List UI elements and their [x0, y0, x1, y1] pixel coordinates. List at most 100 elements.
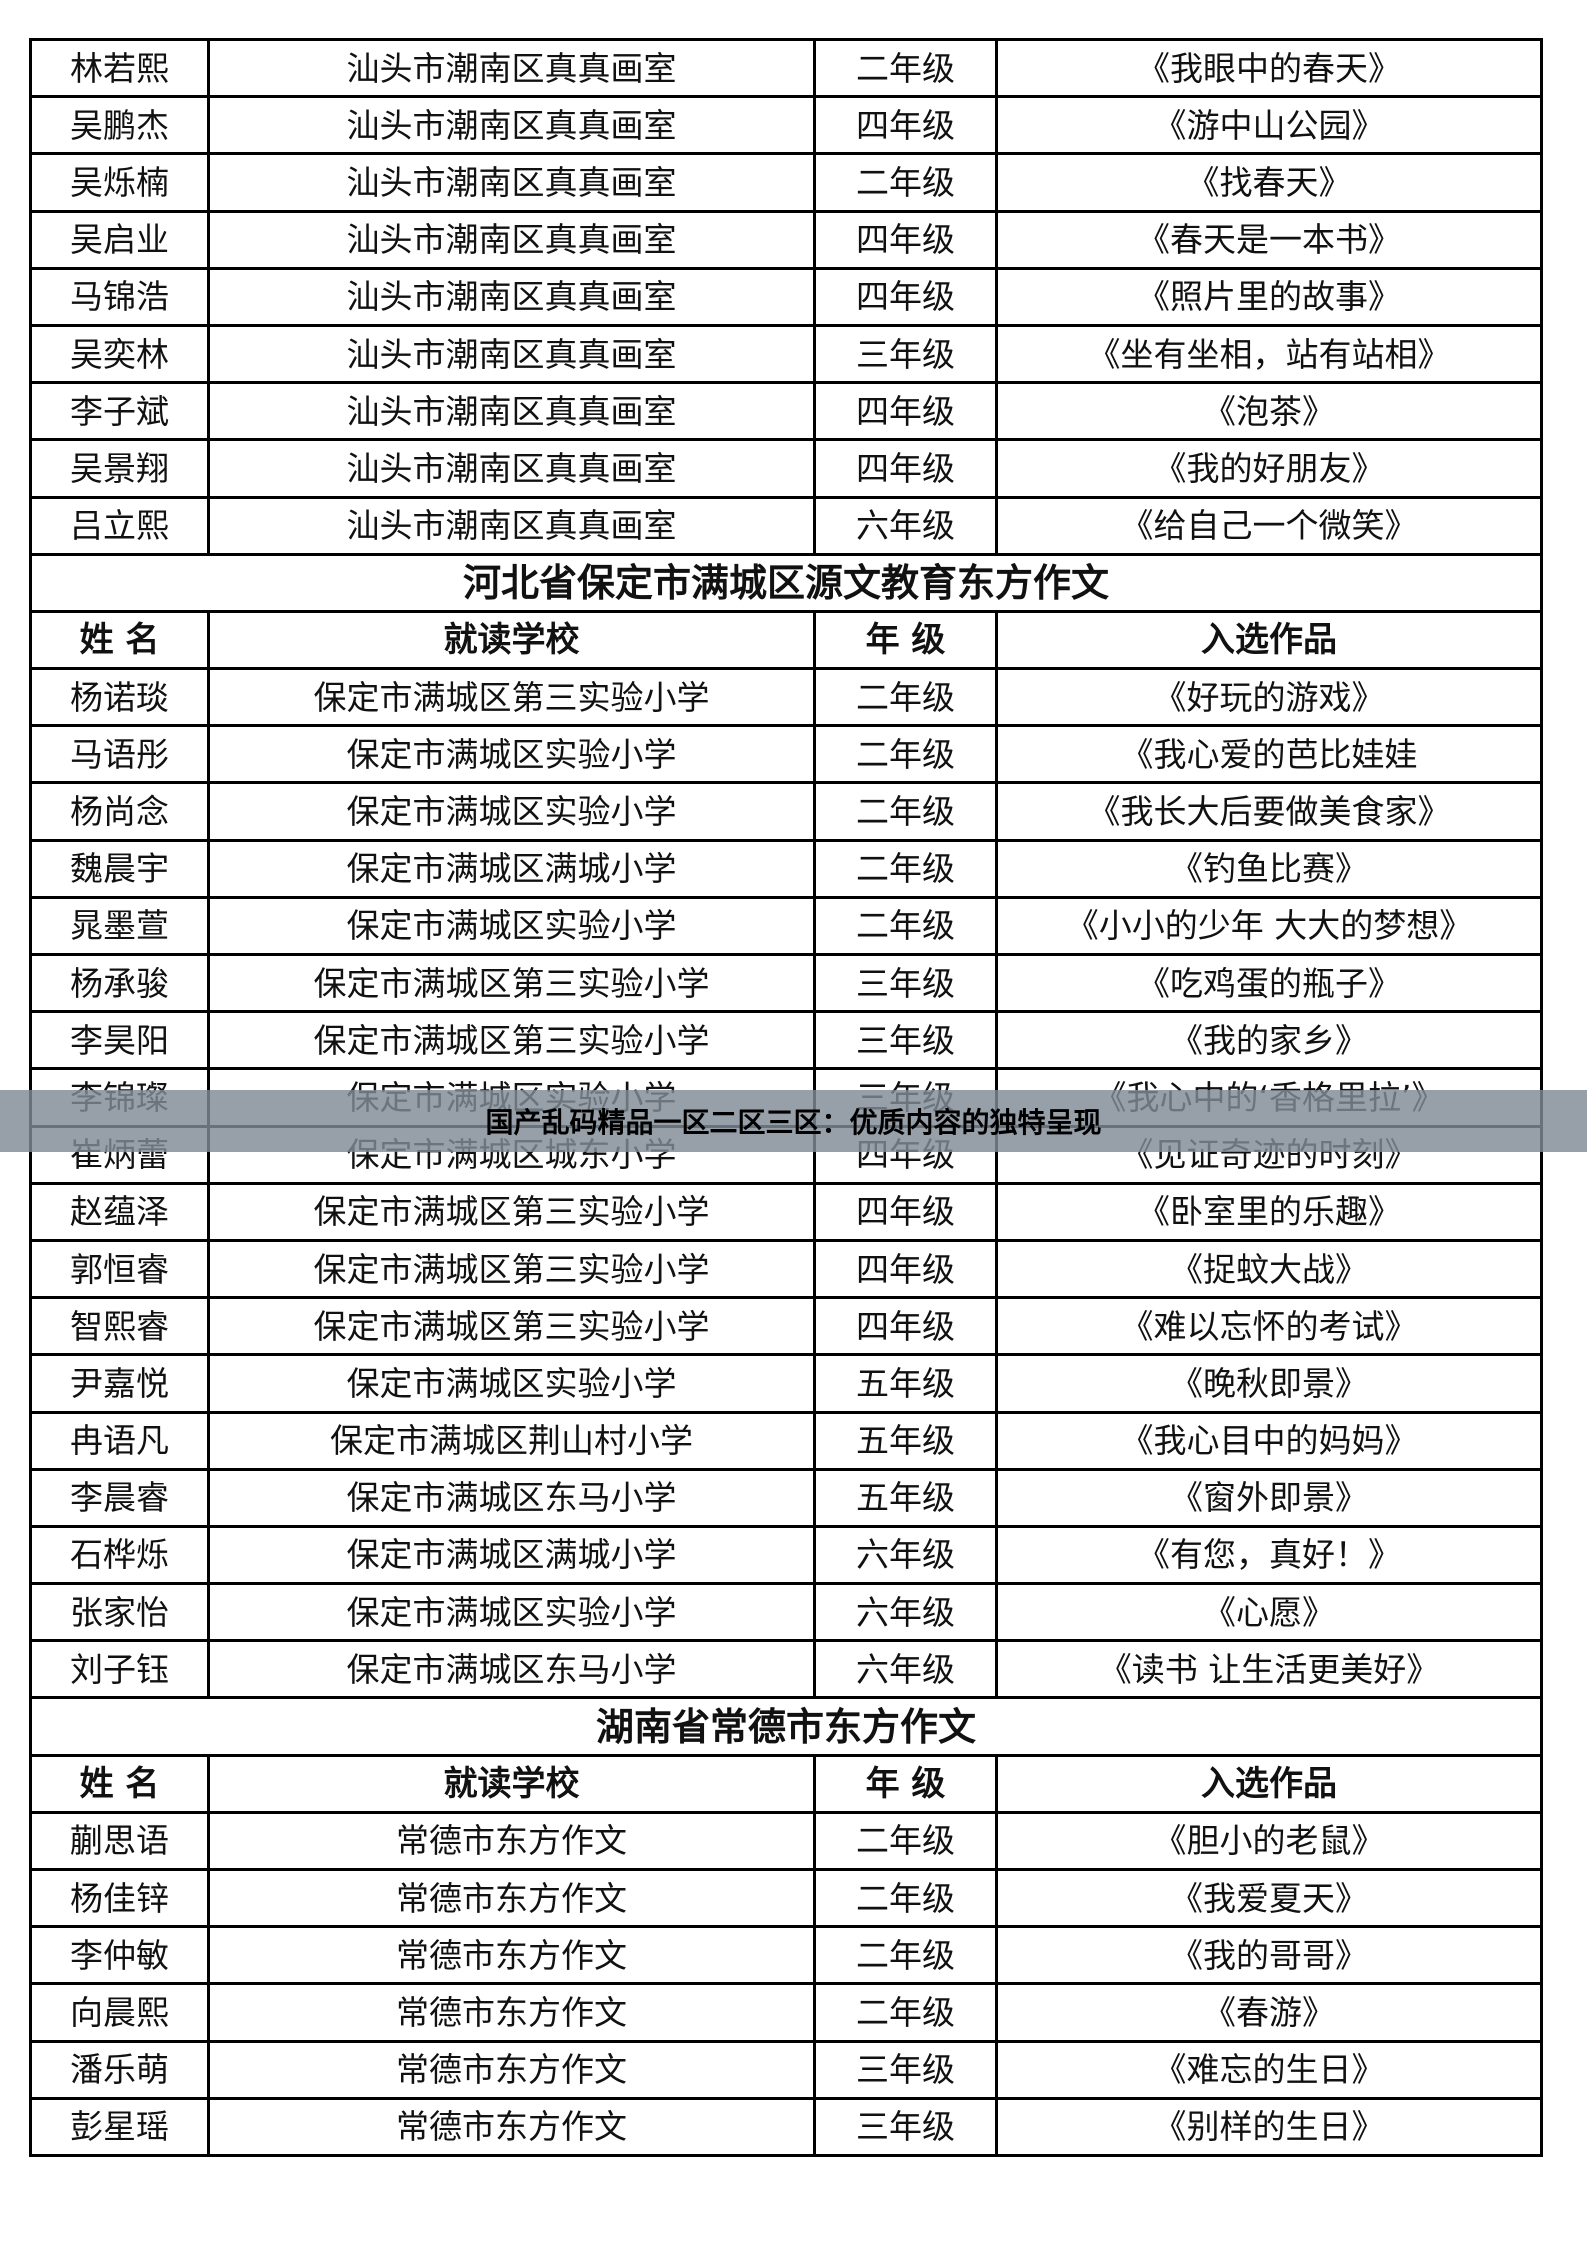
grade-cell: 六年级: [813, 1524, 998, 1586]
school-cell: 保定市满城区实验小学: [207, 781, 816, 842]
name-cell: 彭星瑶: [29, 2096, 210, 2157]
name-cell: 李子斌: [29, 381, 210, 442]
table-row: 彭星瑶 常德市东方作文 三年级 《别样的生日》: [29, 2096, 1543, 2157]
school-cell: 常德市东方作文: [207, 2039, 816, 2100]
name-cell: 吴启业: [29, 209, 210, 270]
name-cell: 赵蕴泽: [29, 1181, 210, 1242]
grade-cell: 五年级: [813, 1467, 998, 1528]
name-cell: 马锦浩: [29, 266, 210, 327]
school-cell: 保定市满城区第三实验小学: [207, 1181, 816, 1242]
column-header-name: 姓 名: [29, 1753, 210, 1814]
name-cell: 吴景翔: [29, 438, 210, 499]
table-row: 张家怡 保定市满城区实验小学 六年级 《心愿》: [29, 1582, 1543, 1643]
grade-cell: 二年级: [813, 152, 998, 213]
work-cell: 《给自己一个微笑》: [995, 495, 1543, 556]
work-cell: 《找春天》: [995, 152, 1543, 213]
table-row: 杨承骏 保定市满城区第三实验小学 三年级 《吃鸡蛋的瓶子》: [29, 952, 1543, 1014]
school-cell: 保定市满城区第三实验小学: [207, 952, 816, 1014]
table-row: 吴奕林 汕头市潮南区真真画室 三年级 《坐有坐相，站有站相》: [29, 323, 1543, 385]
school-cell: 保定市满城区东马小学: [207, 1467, 816, 1528]
name-cell: 石桦烁: [29, 1524, 210, 1586]
name-cell: 智熙睿: [29, 1296, 210, 1357]
table-row: 杨尚念 保定市满城区实验小学 二年级 《我长大后要做美食家》: [29, 781, 1543, 842]
work-cell: 《我爱夏天》: [995, 1867, 1543, 1929]
name-cell: 向晨熙: [29, 1982, 210, 2043]
grade-cell: 二年级: [813, 1982, 998, 2043]
school-cell: 保定市满城区满城小学: [207, 1524, 816, 1586]
grade-cell: 四年级: [813, 1296, 998, 1357]
name-cell: 林若熙: [29, 37, 210, 99]
work-cell: 《照片里的故事》: [995, 266, 1543, 327]
school-cell: 常德市东方作文: [207, 1925, 816, 1986]
school-cell: 常德市东方作文: [207, 2096, 816, 2157]
table-row: 晁墨萱 保定市满城区实验小学 二年级 《小小的少年 大大的梦想》: [29, 895, 1543, 957]
name-cell: 吴鹏杰: [29, 95, 210, 156]
name-cell: 杨诺琰: [29, 667, 210, 728]
work-cell: 《我的家乡》: [995, 1010, 1543, 1071]
table-row: 李昊阳 保定市满城区第三实验小学 三年级 《我的家乡》: [29, 1010, 1543, 1071]
grade-cell: 六年级: [813, 495, 998, 556]
school-cell: 汕头市潮南区真真画室: [207, 266, 816, 327]
table-row: 杨佳锌 常德市东方作文 二年级 《我爱夏天》: [29, 1867, 1543, 1929]
work-cell: 《我心目中的妈妈》: [995, 1410, 1543, 1471]
work-cell: 《泡茶》: [995, 381, 1543, 442]
school-cell: 保定市满城区第三实验小学: [207, 1296, 816, 1357]
grade-cell: 四年级: [813, 266, 998, 327]
column-header-name: 姓 名: [29, 609, 210, 671]
name-cell: 李昊阳: [29, 1010, 210, 1071]
grade-cell: 二年级: [813, 667, 998, 728]
table-row: 李子斌 汕头市潮南区真真画室 四年级 《泡茶》: [29, 381, 1543, 442]
column-header-work: 入选作品: [995, 1753, 1543, 1814]
grade-cell: 三年级: [813, 2039, 998, 2100]
school-cell: 汕头市潮南区真真画室: [207, 209, 816, 270]
overlay-banner: 国产乱码精品一区二区三区：优质内容的独特呈现: [0, 1090, 1587, 1152]
work-cell: 《心愿》: [995, 1582, 1543, 1643]
name-cell: 马语彤: [29, 724, 210, 785]
name-cell: 吴奕林: [29, 323, 210, 385]
work-cell: 《有您，真好！》: [995, 1524, 1543, 1586]
name-cell: 杨承骏: [29, 952, 210, 1014]
work-cell: 《我心爱的芭比娃娃: [995, 724, 1543, 785]
column-header-work: 入选作品: [995, 609, 1543, 671]
school-cell: 常德市东方作文: [207, 1867, 816, 1929]
grade-cell: 四年级: [813, 438, 998, 499]
table-row: 马锦浩 汕头市潮南区真真画室 四年级 《照片里的故事》: [29, 266, 1543, 327]
school-cell: 汕头市潮南区真真画室: [207, 95, 816, 156]
table-row: 吴景翔 汕头市潮南区真真画室 四年级 《我的好朋友》: [29, 438, 1543, 499]
work-cell: 《小小的少年 大大的梦想》: [995, 895, 1543, 957]
table-row: 魏晨宇 保定市满城区满城小学 二年级 《钓鱼比赛》: [29, 838, 1543, 899]
name-cell: 李晨睿: [29, 1467, 210, 1528]
name-cell: 杨佳锌: [29, 1867, 210, 1929]
name-cell: 尹嘉悦: [29, 1353, 210, 1414]
table-row: 冉语凡 保定市满城区荆山村小学 五年级 《我心目中的妈妈》: [29, 1410, 1543, 1471]
name-cell: 李仲敏: [29, 1925, 210, 1986]
name-cell: 吕立熙: [29, 495, 210, 556]
section-title-row: 湖南省常德市东方作文: [29, 1696, 1543, 1757]
table-row: 赵蕴泽 保定市满城区第三实验小学 四年级 《卧室里的乐趣》: [29, 1181, 1543, 1242]
school-cell: 保定市满城区第三实验小学: [207, 1010, 816, 1071]
work-cell: 《春天是一本书》: [995, 209, 1543, 270]
table-row: 吴启业 汕头市潮南区真真画室 四年级 《春天是一本书》: [29, 209, 1543, 270]
work-cell: 《春游》: [995, 1982, 1543, 2043]
table-row: 郭恒睿 保定市满城区第三实验小学 四年级 《捉蚊大战》: [29, 1238, 1543, 1300]
work-cell: 《我的哥哥》: [995, 1925, 1543, 1986]
table-row: 杨诺琰 保定市满城区第三实验小学 二年级 《好玩的游戏》: [29, 667, 1543, 728]
section-title: 河北省保定市满城区源文教育东方作文: [29, 552, 1543, 613]
grade-cell: 四年级: [813, 1238, 998, 1300]
table-row: 林若熙 汕头市潮南区真真画室 二年级 《我眼中的春天》: [29, 37, 1543, 99]
name-cell: 刘子钰: [29, 1639, 210, 1700]
grade-cell: 二年级: [813, 1925, 998, 1986]
grade-cell: 二年级: [813, 724, 998, 785]
work-cell: 《吃鸡蛋的瓶子》: [995, 952, 1543, 1014]
school-cell: 汕头市潮南区真真画室: [207, 381, 816, 442]
grade-cell: 六年级: [813, 1639, 998, 1700]
table-row: 蒯思语 常德市东方作文 二年级 《胆小的老鼠》: [29, 1810, 1543, 1872]
school-cell: 汕头市潮南区真真画室: [207, 323, 816, 385]
work-cell: 《捉蚊大战》: [995, 1238, 1543, 1300]
school-cell: 汕头市潮南区真真画室: [207, 37, 816, 99]
work-cell: 《别样的生日》: [995, 2096, 1543, 2157]
work-cell: 《难忘的生日》: [995, 2039, 1543, 2100]
column-header-grade: 年 级: [813, 1753, 998, 1814]
work-cell: 《我眼中的春天》: [995, 37, 1543, 99]
work-cell: 《钓鱼比赛》: [995, 838, 1543, 899]
